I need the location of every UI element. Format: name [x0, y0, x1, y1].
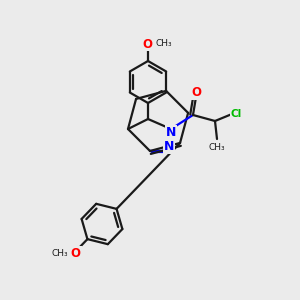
Text: CH₃: CH₃	[155, 40, 172, 49]
Text: O: O	[142, 38, 152, 50]
Text: O: O	[71, 247, 81, 260]
Text: N: N	[164, 140, 174, 154]
Text: Cl: Cl	[230, 109, 242, 119]
Text: N: N	[166, 127, 176, 140]
Text: O: O	[191, 86, 201, 100]
Text: CH₃: CH₃	[51, 249, 68, 258]
Text: CH₃: CH₃	[209, 143, 225, 152]
